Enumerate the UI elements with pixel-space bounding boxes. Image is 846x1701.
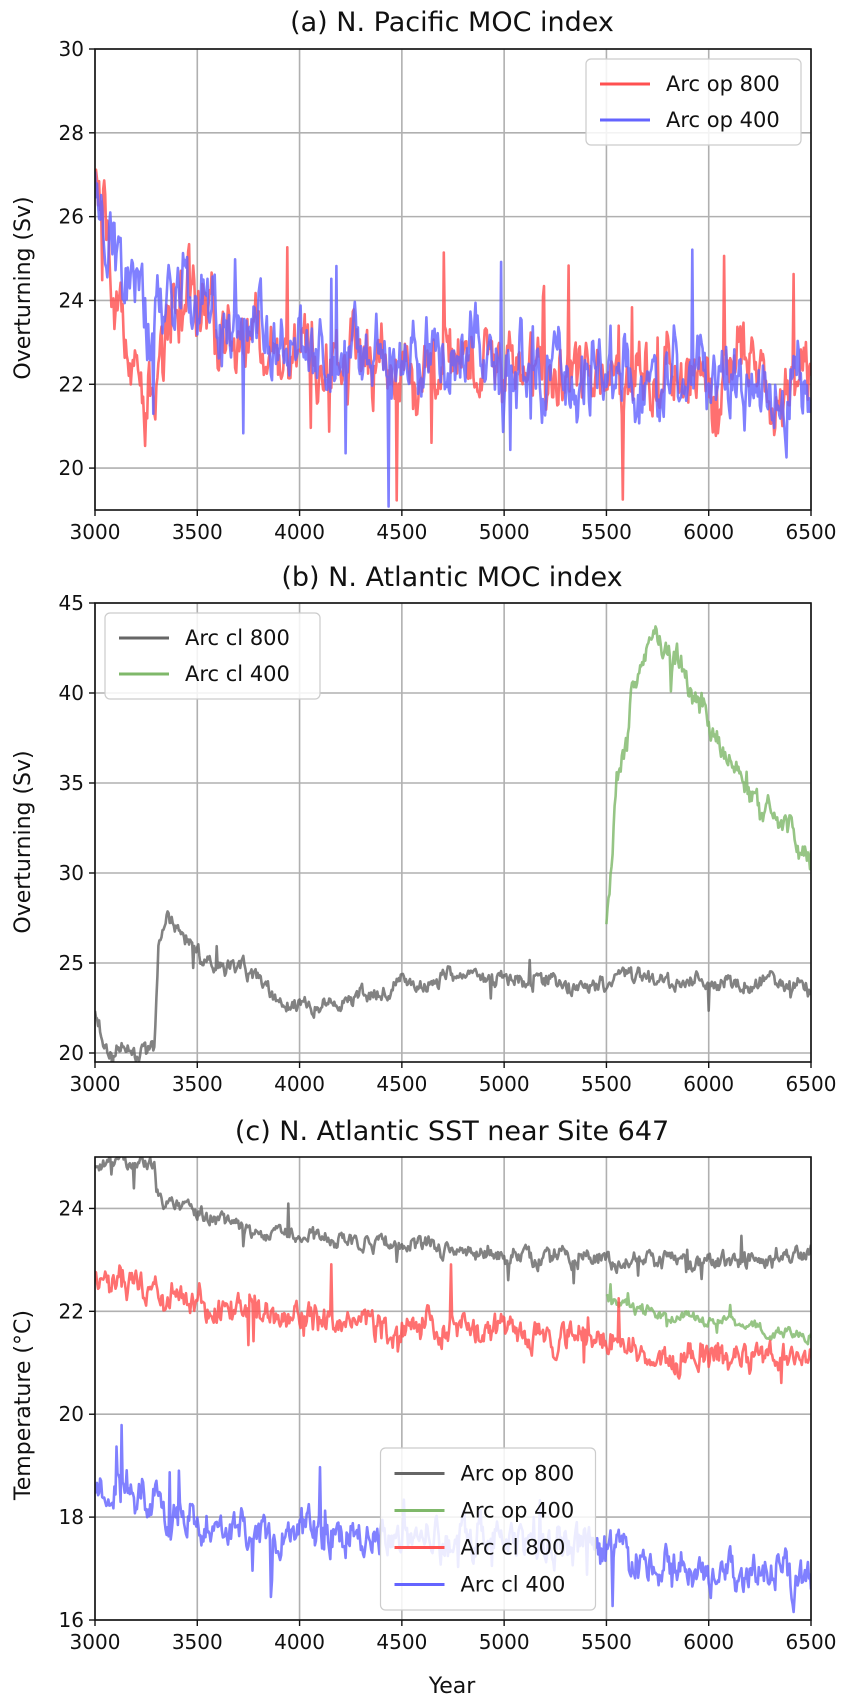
x-tick-label: 3000 — [70, 1072, 121, 1096]
x-tick-label: 5500 — [581, 1072, 632, 1096]
y-tick-label: 25 — [59, 951, 84, 975]
panel-b-title: (b) N. Atlantic MOC index — [281, 562, 622, 593]
x-tick-label: 6500 — [786, 520, 837, 544]
legend-label: Arc op 400 — [666, 108, 780, 132]
panel-c: (c) N. Atlantic SST near Site 647 Temper… — [11, 1116, 836, 1654]
legend-label: Arc cl 800 — [461, 1536, 566, 1560]
legend: Arc cl 800 Arc cl 400 — [104, 612, 321, 700]
axes-frame — [94, 48, 812, 511]
x-tick-label: 4500 — [376, 1630, 427, 1654]
y-tick-label: 20 — [59, 1402, 84, 1426]
panel-a-title: (a) N. Pacific MOC index — [290, 7, 614, 38]
x-tick-label: 5000 — [479, 1630, 530, 1654]
legend: Arc op 800 Arc op 400 Arc cl 800 Arc cl 400 — [379, 1447, 597, 1611]
legend-label: Arc cl 400 — [461, 1573, 566, 1597]
y-tick-label: 24 — [59, 1196, 84, 1220]
x-tick-label: 4000 — [274, 1072, 325, 1096]
x-tick-label: 3000 — [70, 520, 121, 544]
panel-a: (a) N. Pacific MOC index Overturning (Sv… — [11, 7, 836, 544]
legend-label: Arc op 800 — [666, 72, 780, 96]
legend-box — [379, 1447, 597, 1611]
y-tick-label: 22 — [59, 372, 84, 396]
legend: Arc op 800 Arc op 400 — [585, 58, 802, 146]
x-tick-label: 4000 — [274, 520, 325, 544]
axes-frame — [94, 1156, 812, 1621]
y-tick-label: 30 — [59, 37, 84, 61]
y-tick-label: 22 — [59, 1299, 84, 1323]
x-tick-label: 6000 — [683, 520, 734, 544]
series-line-arc-cl-800 — [95, 1263, 811, 1385]
x-tick-label: 5500 — [581, 520, 632, 544]
panel-b: (b) N. Atlantic MOC index Overturning (S… — [11, 562, 836, 1096]
panel-c-plot: 3000 3500 4000 4500 5000 5500 6000 6500 16 18 20 22… — [59, 1156, 837, 1654]
legend-label: Arc op 800 — [461, 1462, 575, 1486]
x-tick-label: 6000 — [683, 1630, 734, 1654]
y-tick-label: 26 — [59, 205, 84, 229]
panel-a-plot: 3000 3500 4000 4500 5000 5500 6000 6500 20 22 24 26… — [59, 37, 837, 544]
x-tick-label: 4500 — [376, 520, 427, 544]
panel-c-title: (c) N. Atlantic SST near Site 647 — [235, 1116, 669, 1147]
series-line-arc-op-400 — [95, 171, 811, 508]
series-group — [95, 168, 811, 508]
legend-label: Arc op 400 — [461, 1499, 575, 1523]
x-tick-label: 6000 — [683, 1072, 734, 1096]
panel-b-plot: 3000 3500 4000 4500 5000 5500 6000 6500 20 25 30 35… — [59, 591, 837, 1096]
x-tick-label: 5000 — [479, 1072, 530, 1096]
y-tick-label: 24 — [59, 288, 84, 312]
y-tick-label: 45 — [59, 591, 84, 615]
x-tick-label: 6500 — [786, 1630, 837, 1654]
y-tick-label: 20 — [59, 1041, 84, 1065]
x-axis-label: Year — [428, 1674, 477, 1699]
x-tick-label: 3500 — [172, 1630, 223, 1654]
y-tick-label: 20 — [59, 456, 84, 480]
series-line-arc-op-400 — [605, 1283, 811, 1346]
x-tick-label: 5000 — [479, 520, 530, 544]
legend-box — [585, 58, 802, 146]
x-tick-label: 6500 — [786, 1072, 837, 1096]
y-tick-label: 28 — [59, 121, 84, 145]
panel-a-ylabel: Overturning (Sv) — [11, 196, 36, 379]
legend-box — [104, 612, 321, 700]
x-tick-label: 3500 — [172, 1072, 223, 1096]
y-tick-label: 35 — [59, 771, 84, 795]
panel-b-ylabel: Overturning (Sv) — [11, 750, 36, 933]
x-tick-label: 3000 — [70, 1630, 121, 1654]
series-line-arc-cl-800 — [95, 910, 811, 1062]
y-tick-label: 18 — [59, 1505, 84, 1529]
x-tick-label: 5500 — [581, 1630, 632, 1654]
y-tick-label: 16 — [59, 1608, 84, 1632]
series-line-arc-op-800 — [95, 1157, 811, 1285]
series-line-arc-cl-400 — [605, 625, 811, 925]
x-tick-label: 3500 — [172, 520, 223, 544]
panel-c-ylabel: Temperature (°C) — [11, 1310, 36, 1501]
y-tick-label: 40 — [59, 681, 84, 705]
legend-label: Arc cl 400 — [185, 662, 290, 686]
x-tick-label: 4500 — [376, 1072, 427, 1096]
legend-label: Arc cl 800 — [185, 626, 290, 650]
axes-frame — [94, 602, 812, 1063]
series-group — [95, 625, 811, 1062]
y-tick-label: 30 — [59, 861, 84, 885]
x-tick-label: 4000 — [274, 1630, 325, 1654]
